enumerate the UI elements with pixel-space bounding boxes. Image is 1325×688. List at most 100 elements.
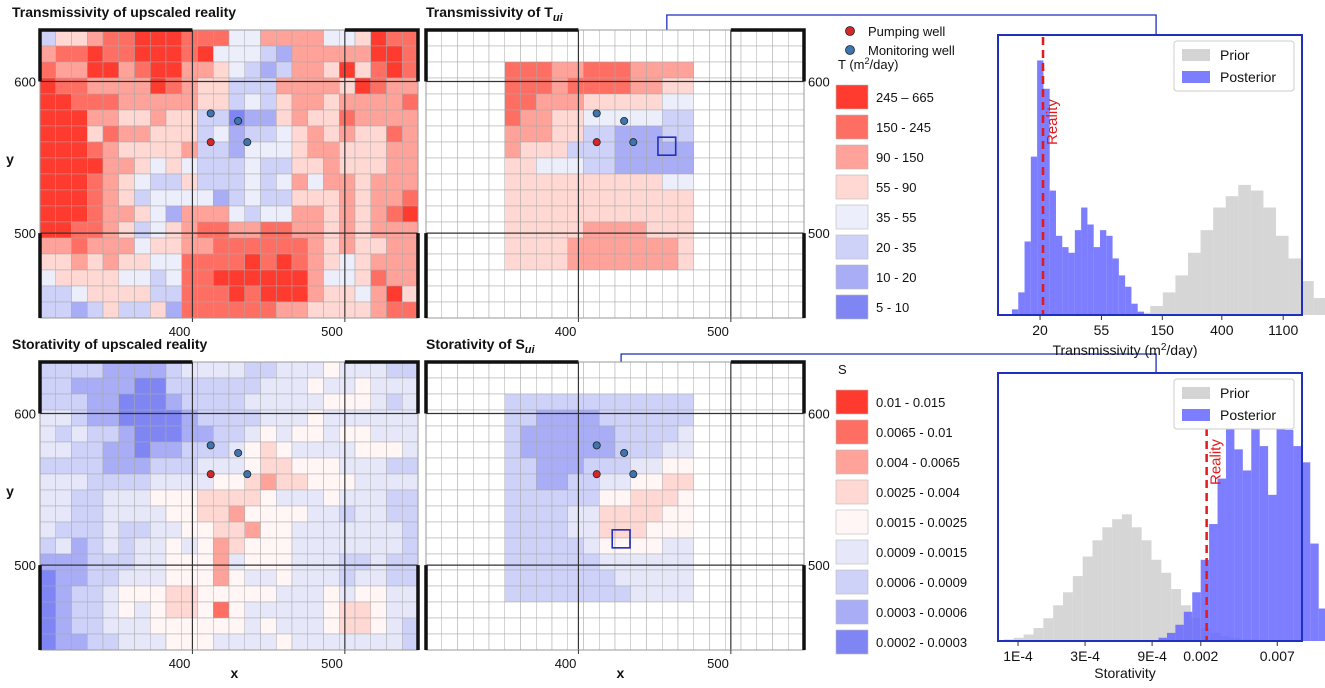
grid-cell	[55, 29, 72, 47]
grid-cell	[488, 377, 505, 395]
grid-cell	[457, 237, 474, 255]
grid-cell	[441, 505, 458, 523]
grid-cell	[71, 553, 88, 571]
grid-cell	[441, 489, 458, 507]
grid-cell	[536, 617, 553, 635]
grid-cell	[354, 521, 371, 539]
grid-cell	[276, 585, 293, 603]
superscript: 2	[864, 56, 869, 66]
legend-swatch	[835, 599, 869, 625]
grid-cell	[756, 361, 773, 379]
cell-grid	[39, 29, 419, 319]
grid-cell	[134, 125, 151, 143]
grid-cell	[213, 77, 230, 95]
grid-cell	[370, 93, 387, 111]
grid-cell	[693, 393, 710, 411]
grid-cell	[134, 617, 151, 635]
grid-cell	[228, 617, 245, 635]
grid-cell	[504, 189, 521, 207]
grid-cell	[134, 393, 151, 411]
grid-cell	[386, 237, 403, 255]
grid-cell	[662, 425, 679, 443]
grid-cell	[354, 633, 371, 651]
grid-cell	[551, 301, 568, 319]
grid-cell	[197, 285, 214, 303]
grid-cell	[260, 409, 277, 427]
hist-bar	[1137, 311, 1144, 315]
grid-cell	[488, 237, 505, 255]
grid-cell	[488, 505, 505, 523]
grid-cell	[181, 633, 198, 651]
grid-cell	[551, 269, 568, 287]
grid-cell	[197, 205, 214, 223]
grid-cell	[323, 601, 340, 619]
hist-bar	[1099, 230, 1107, 315]
grid-cell	[370, 301, 387, 319]
grid-cell	[788, 569, 805, 587]
grid-cell	[709, 521, 726, 539]
grid-cell	[630, 61, 647, 79]
grid-cell	[244, 301, 261, 319]
grid-cell	[709, 409, 726, 427]
grid-cell	[536, 189, 553, 207]
grid-cell	[520, 157, 537, 175]
grid-cell	[662, 93, 679, 111]
grid-cell	[181, 441, 198, 459]
grid-cell	[725, 205, 742, 223]
grid-cell	[441, 569, 458, 587]
grid-cell	[662, 505, 679, 523]
grid-cell	[646, 553, 663, 571]
grid-cell	[260, 425, 277, 443]
grid-cell	[118, 205, 135, 223]
grid-cell	[599, 585, 616, 603]
grid-cell	[260, 189, 277, 207]
grid-cell	[662, 189, 679, 207]
grid-cell	[323, 441, 340, 459]
grid-cell	[102, 269, 119, 287]
grid-cell	[87, 409, 104, 427]
grid-cell	[402, 601, 419, 619]
grid-cell	[39, 173, 56, 191]
grid-cell	[740, 585, 757, 603]
grid-cell	[788, 585, 805, 603]
grid-cell	[788, 173, 805, 191]
grid-cell	[457, 633, 474, 651]
grid-cell	[260, 457, 277, 475]
grid-cell	[551, 505, 568, 523]
grid-cell	[693, 29, 710, 47]
grid-cell	[520, 409, 537, 427]
grid-cell	[134, 61, 151, 79]
grid-cell	[55, 221, 72, 239]
legend-wells: Pumping well Monitoring well	[845, 24, 955, 58]
grid-cell	[630, 237, 647, 255]
grid-cell	[291, 269, 308, 287]
grid-cell	[709, 173, 726, 191]
grid-cell	[488, 489, 505, 507]
grid-cell	[709, 457, 726, 475]
grid-cell	[354, 361, 371, 379]
grid-cell	[150, 393, 167, 411]
grid-cell	[118, 633, 135, 651]
grid-cell	[614, 489, 631, 507]
grid-cell	[402, 157, 419, 175]
grid-cell	[567, 45, 584, 63]
grid-cell	[567, 489, 584, 507]
grid-cell	[740, 157, 757, 175]
grid-cell	[725, 633, 742, 651]
legend-class-label: 0.0015 - 0.0025	[876, 515, 967, 530]
grid-cell	[551, 77, 568, 95]
grid-cell	[504, 157, 521, 175]
grid-cell	[165, 253, 182, 271]
grid-cell	[102, 409, 119, 427]
grid-cell	[228, 569, 245, 587]
grid-cell	[709, 109, 726, 127]
monitoring-well-marker	[629, 470, 638, 479]
legend-swatch	[835, 449, 869, 475]
grid-cell	[677, 205, 694, 223]
grid-cell	[504, 569, 521, 587]
grid-cell	[583, 617, 600, 635]
grid-cell	[630, 505, 647, 523]
grid-cell	[354, 109, 371, 127]
